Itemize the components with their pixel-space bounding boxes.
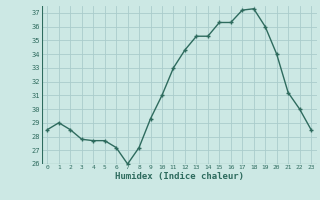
X-axis label: Humidex (Indice chaleur): Humidex (Indice chaleur)	[115, 172, 244, 181]
